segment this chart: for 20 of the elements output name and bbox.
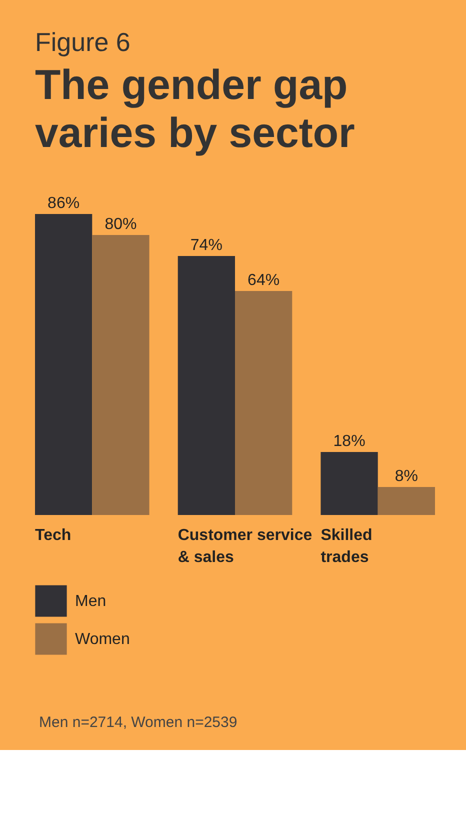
bar (378, 487, 435, 515)
data-label: 18% (333, 433, 366, 450)
data-label: 8% (394, 468, 418, 485)
chart-subtitle: The gender gap varies by sector (35, 61, 355, 156)
chart-title: Figure 6 (35, 27, 130, 57)
bar (235, 291, 292, 515)
x-tick-label: Tech (35, 527, 72, 544)
x-tick-label: Customer service & sales (178, 527, 312, 566)
legend-label: Women (75, 631, 130, 648)
text: Men n=2714, Women n=2539 (39, 714, 238, 731)
data-label: 80% (104, 216, 137, 233)
bar (320, 452, 378, 515)
bar (35, 214, 92, 515)
data-label: 64% (248, 272, 280, 289)
bar (92, 235, 150, 515)
x-tick-label: Skilled trades (320, 527, 372, 566)
data-label: 74% (190, 237, 222, 254)
bar (178, 256, 235, 515)
legend-label: Men (75, 593, 106, 610)
data-label: 86% (48, 195, 80, 212)
